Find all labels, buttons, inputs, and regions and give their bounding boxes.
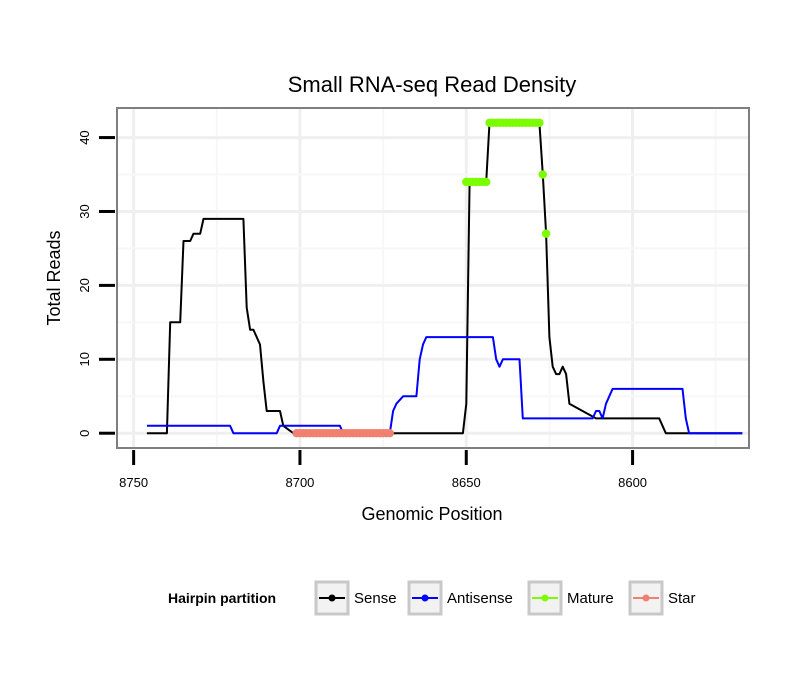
y-tick-label: 10 (77, 352, 92, 366)
y-axis-title: Total Reads (44, 230, 64, 325)
x-tick-label: 8700 (285, 475, 314, 490)
series-star (292, 429, 394, 438)
legend-label-star: Star (668, 590, 696, 607)
series-mature (462, 118, 551, 238)
x-tick-label: 8750 (119, 475, 148, 490)
legend-item-star: Star (628, 580, 696, 616)
x-tick-label: 8650 (452, 475, 481, 490)
legend-item-antisense: Antisense (407, 580, 513, 616)
series-layer (146, 118, 743, 438)
y-tick-label: 0 (77, 430, 92, 437)
mature-point (482, 177, 491, 187)
y-tick-label: 30 (77, 204, 92, 218)
legend-item-mature: Mature (527, 580, 614, 616)
x-axis-title: Genomic Position (361, 504, 502, 524)
legend-label-antisense: Antisense (447, 590, 513, 607)
mature-point (538, 170, 547, 179)
legend: Hairpin partition Sense Antisense Mature St… (168, 580, 696, 616)
mature-point (535, 118, 544, 127)
legend-title: Hairpin partition (168, 590, 276, 606)
legend-label-mature: Mature (567, 590, 614, 607)
y-tick-label: 40 (77, 130, 92, 144)
mature-point (541, 229, 551, 238)
y-tick-label: 20 (77, 278, 92, 292)
legend-item-sense: Sense (314, 580, 397, 616)
x-tick-label: 8600 (618, 475, 647, 490)
legend-key-dot (642, 594, 650, 602)
plot-panel-border (116, 107, 750, 449)
legend-label-sense: Sense (354, 590, 397, 607)
legend-key-dot (421, 594, 429, 602)
star-point (385, 429, 394, 438)
chart-title: Small RNA-seq Read Density (288, 72, 577, 97)
axes: 8750 8700 8650 8600 0 10 20 30 40 (77, 130, 647, 490)
legend-key-dot (541, 594, 549, 602)
legend-key-dot (328, 594, 336, 602)
